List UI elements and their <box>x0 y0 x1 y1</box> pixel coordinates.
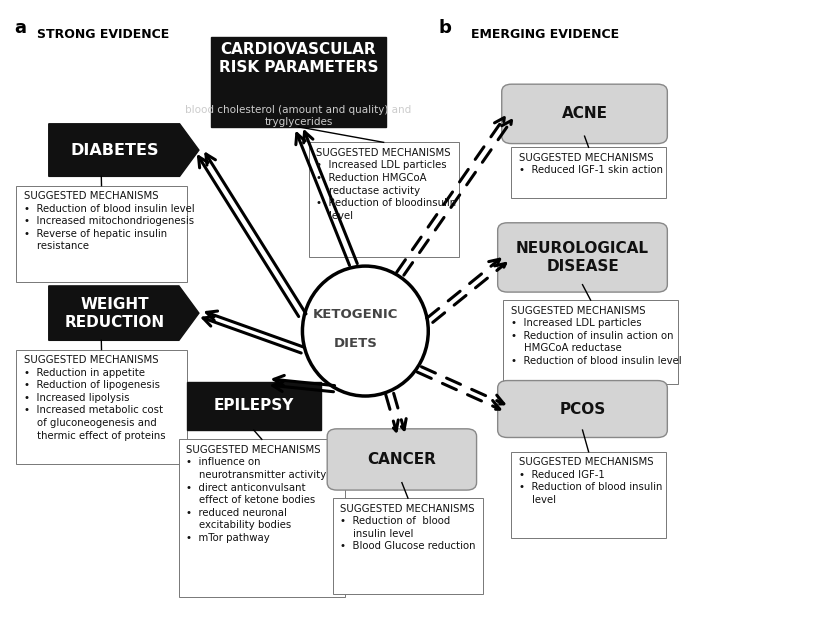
Text: WEIGHT
REDUCTION: WEIGHT REDUCTION <box>65 297 165 329</box>
Text: a: a <box>14 19 26 37</box>
FancyBboxPatch shape <box>497 381 667 438</box>
Text: blood cholesterol (amount and quality) and
tryglycerides: blood cholesterol (amount and quality) a… <box>185 105 411 127</box>
FancyBboxPatch shape <box>210 37 385 127</box>
Text: SUGGESTED MECHANISMS
•  Reduced IGF-1 skin action: SUGGESTED MECHANISMS • Reduced IGF-1 ski… <box>518 153 662 176</box>
FancyBboxPatch shape <box>501 84 667 144</box>
FancyBboxPatch shape <box>327 429 476 490</box>
Text: EMERGING EVIDENCE: EMERGING EVIDENCE <box>470 28 618 41</box>
Text: EPILEPSY: EPILEPSY <box>213 398 293 413</box>
FancyBboxPatch shape <box>16 186 187 281</box>
Text: KETOGENIC: KETOGENIC <box>313 308 398 321</box>
Text: SUGGESTED MECHANISMS
•  Increased LDL particles
•  Reduction of insulin action o: SUGGESTED MECHANISMS • Increased LDL par… <box>510 306 681 366</box>
Polygon shape <box>48 286 199 341</box>
FancyBboxPatch shape <box>511 148 665 198</box>
Text: CARDIOVASCULAR
RISK PARAMETERS: CARDIOVASCULAR RISK PARAMETERS <box>219 42 378 75</box>
Text: SUGGESTED MECHANISMS
•  Reduction of blood insulin level
•  Increased mitochondr: SUGGESTED MECHANISMS • Reduction of bloo… <box>24 191 194 251</box>
FancyBboxPatch shape <box>503 300 677 384</box>
Text: ACNE: ACNE <box>561 106 607 121</box>
Text: SUGGESTED MECHANISMS
•  Increased LDL particles
•  Reduction HMGCoA
    reductas: SUGGESTED MECHANISMS • Increased LDL par… <box>315 148 455 221</box>
Text: DIABETES: DIABETES <box>70 142 159 158</box>
FancyBboxPatch shape <box>179 439 345 597</box>
FancyBboxPatch shape <box>333 498 482 594</box>
Polygon shape <box>48 124 199 176</box>
Ellipse shape <box>302 266 428 396</box>
FancyBboxPatch shape <box>511 452 665 538</box>
Text: b: b <box>438 19 450 37</box>
FancyBboxPatch shape <box>308 142 458 257</box>
FancyBboxPatch shape <box>497 222 667 292</box>
Text: SUGGESTED MECHANISMS
•  Reduction in appetite
•  Reduction of lipogenesis
•  Inc: SUGGESTED MECHANISMS • Reduction in appe… <box>24 355 165 441</box>
Text: DIETS: DIETS <box>333 337 377 350</box>
Text: SUGGESTED MECHANISMS
•  influence on
    neurotransmitter activity
•  direct ant: SUGGESTED MECHANISMS • influence on neur… <box>186 445 326 543</box>
Text: CANCER: CANCER <box>367 452 436 467</box>
Text: PCOS: PCOS <box>559 401 605 416</box>
Text: STRONG EVIDENCE: STRONG EVIDENCE <box>37 28 169 41</box>
FancyBboxPatch shape <box>16 349 187 464</box>
Text: SUGGESTED MECHANISMS
•  Reduction of  blood
    insulin level
•  Blood Glucose r: SUGGESTED MECHANISMS • Reduction of bloo… <box>340 504 475 551</box>
Text: NEUROLOGICAL
DISEASE: NEUROLOGICAL DISEASE <box>515 241 648 274</box>
Text: SUGGESTED MECHANISMS
•  Reduced IGF-1
•  Reduction of blood insulin
    level: SUGGESTED MECHANISMS • Reduced IGF-1 • R… <box>518 458 662 505</box>
FancyBboxPatch shape <box>187 382 320 430</box>
